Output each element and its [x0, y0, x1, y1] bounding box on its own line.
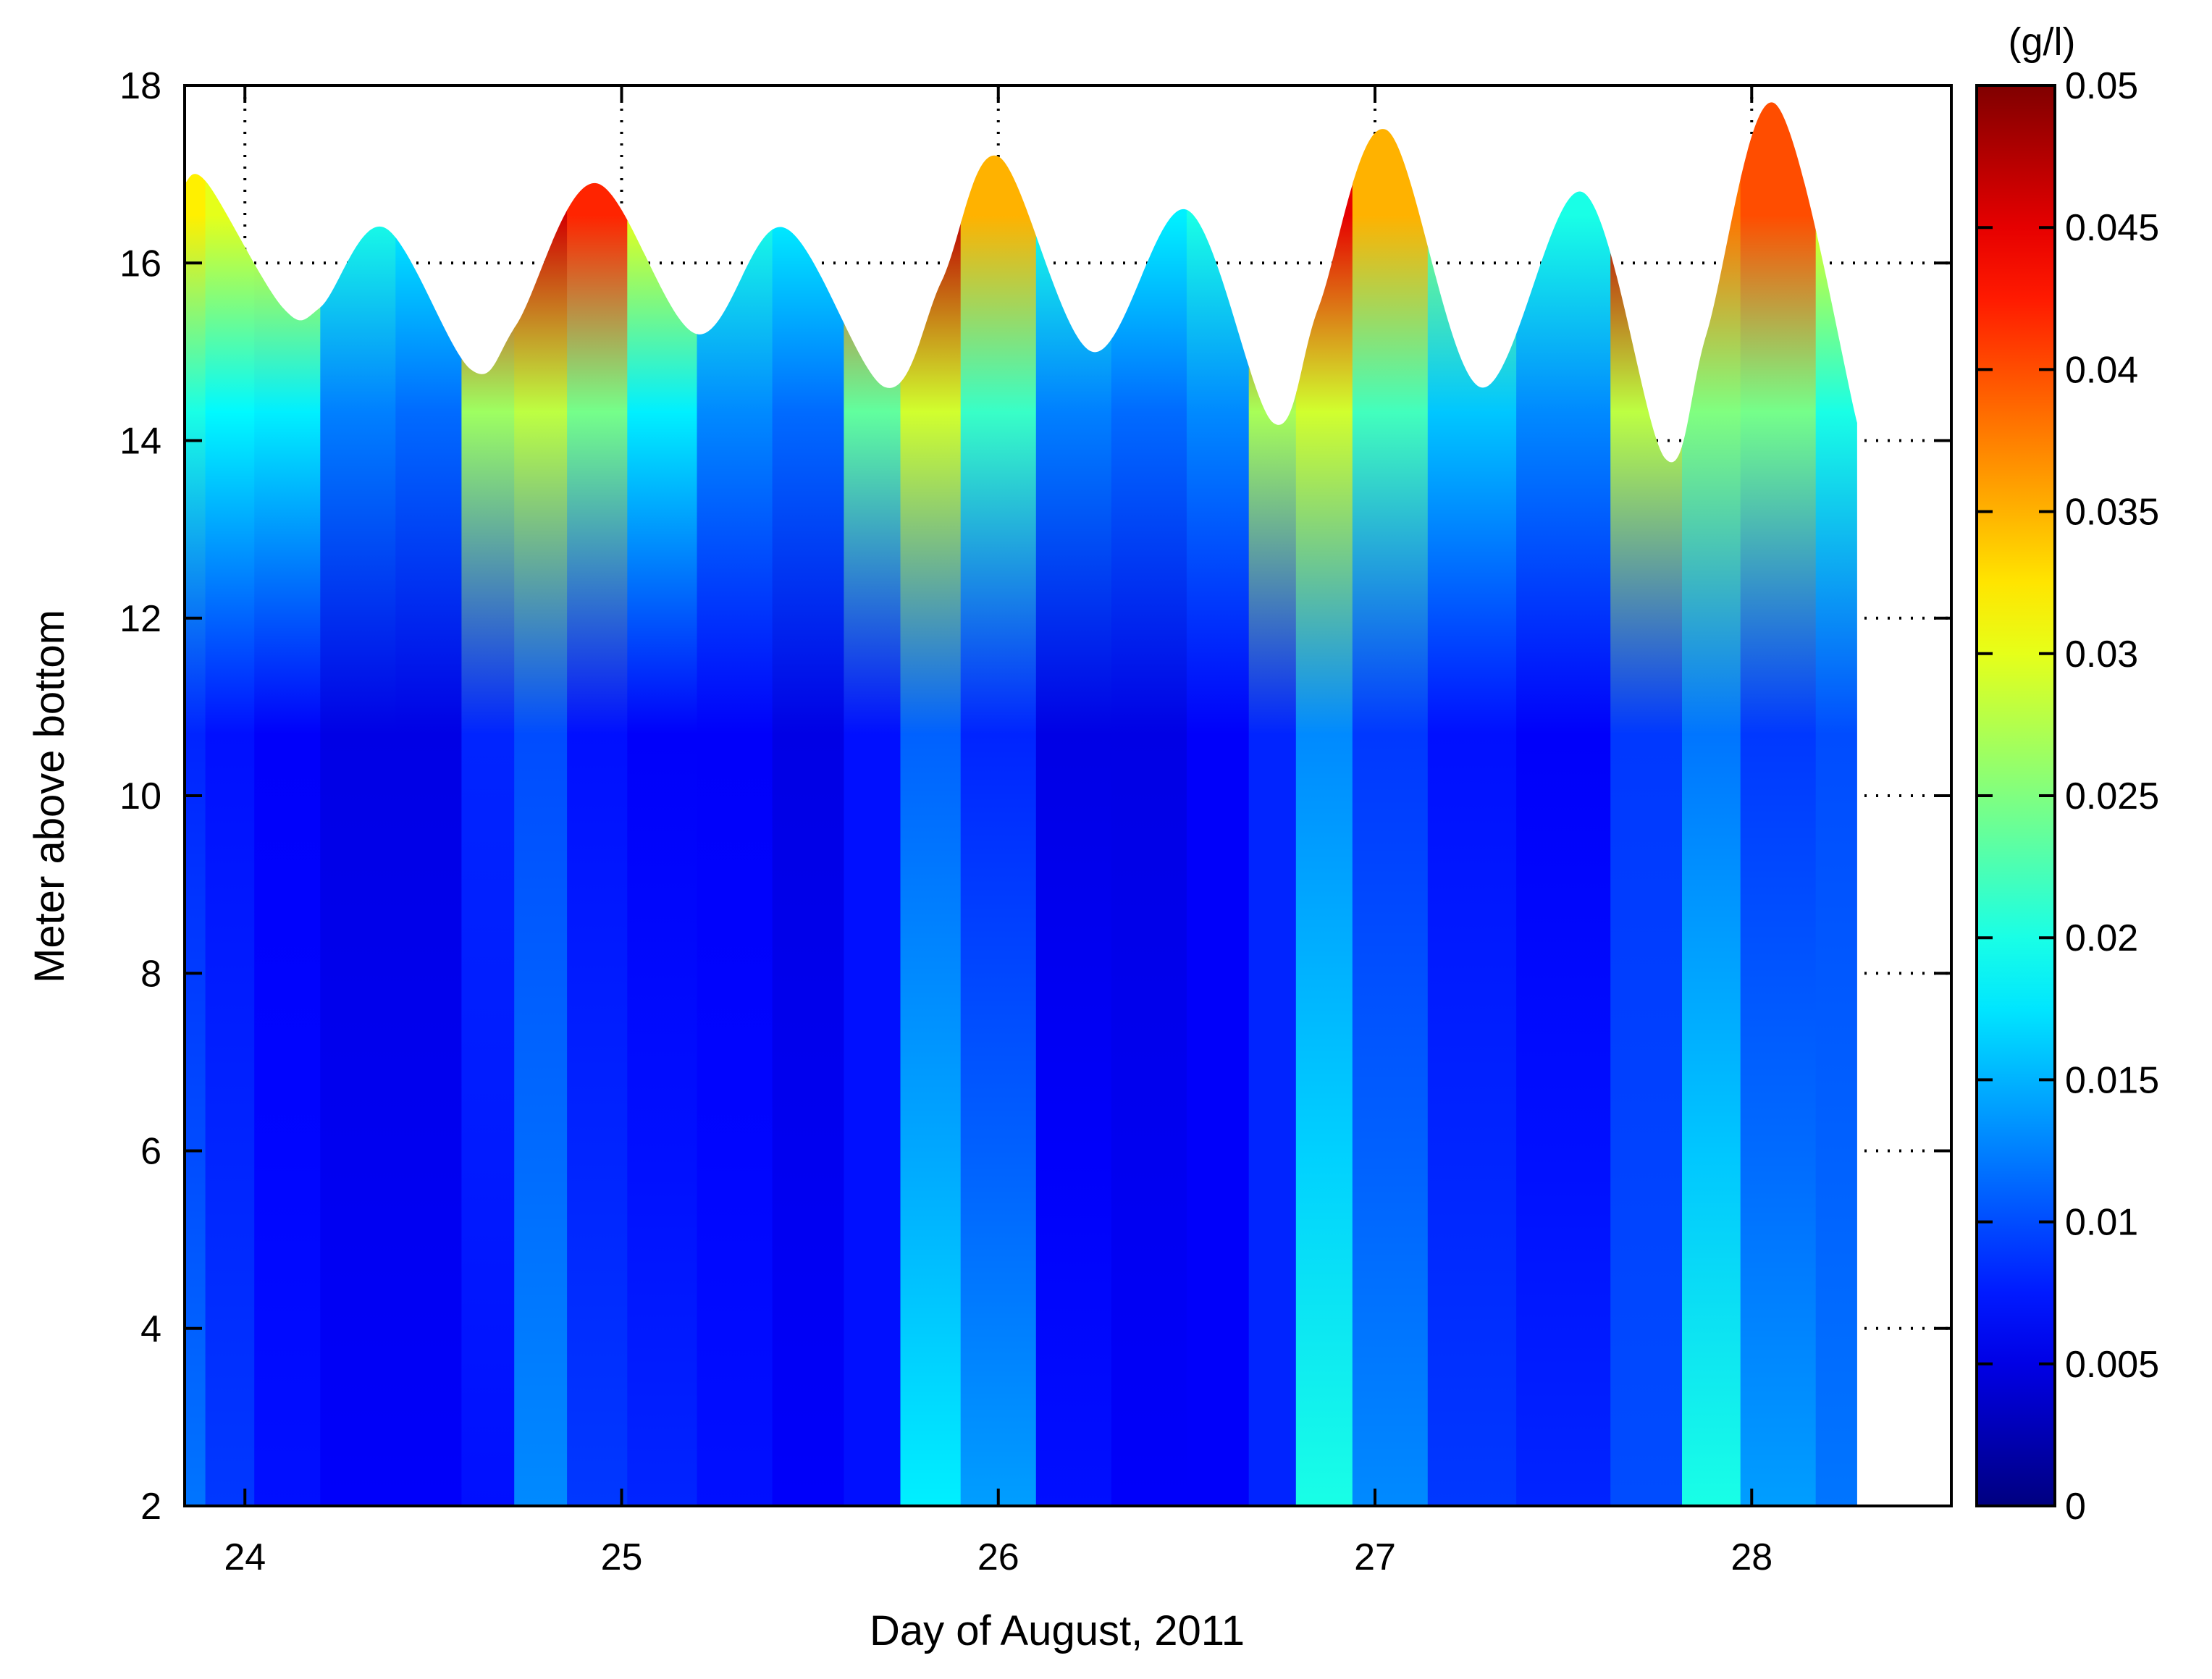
colorbar-tick-label: 0.04 [2065, 349, 2138, 391]
heat-column [697, 102, 774, 1506]
y-tick-label: 4 [140, 1308, 161, 1350]
y-tick-label: 16 [119, 243, 161, 285]
heat-column [254, 102, 321, 1506]
heat-column [1740, 102, 1817, 1506]
colorbar-tick-label: 0.02 [2065, 917, 2138, 959]
x-tick-label: 24 [224, 1536, 266, 1578]
x-axis: 24 25 26 27 28 [224, 85, 1772, 1578]
colorbar-tick-label: 0.025 [2065, 775, 2159, 817]
colorbar-tick-label: 0.03 [2065, 634, 2138, 676]
y-tick-label: 14 [119, 421, 161, 463]
y-axis: 2 4 6 8 10 12 14 16 18 [119, 65, 1951, 1528]
heat-column [205, 102, 256, 1506]
heat-column [1516, 102, 1612, 1506]
heat-column [960, 102, 1038, 1506]
heat-field [185, 102, 1857, 1506]
y-tick-label: 12 [119, 598, 161, 640]
heat-column [1111, 102, 1188, 1506]
colorbar-tick-label: 0.01 [2065, 1202, 2138, 1244]
x-tick-label: 25 [601, 1536, 643, 1578]
colorbar-tick-label: 0.015 [2065, 1059, 2159, 1101]
heat-column [185, 102, 207, 1506]
colorbar-tick-label: 0.05 [2065, 65, 2138, 107]
heat-column [772, 102, 845, 1506]
x-axis-label: Day of August, 2011 [870, 1607, 1245, 1654]
heat-column [514, 102, 568, 1506]
colorbar-unit-label: (g/l) [2009, 20, 2076, 64]
colorbar: 0 0.005 0.01 0.015 0.02 0.025 0.03 0.035 0.04 0.0… [1975, 20, 2159, 1528]
heat-column [1186, 102, 1250, 1506]
y-axis-label: Meter above bottom [26, 610, 73, 983]
heat-column [320, 102, 397, 1506]
y-tick-label: 10 [119, 775, 161, 817]
colorbar-tick-label: 0.005 [2065, 1344, 2159, 1386]
x-tick-label: 28 [1731, 1536, 1772, 1578]
y-tick-label: 8 [140, 953, 161, 995]
y-tick-label: 6 [140, 1131, 161, 1173]
colorbar-tick-label: 0.035 [2065, 492, 2159, 534]
heat-column [627, 102, 698, 1506]
x-tick-label: 26 [977, 1536, 1019, 1578]
colorbar-ticks: 0 0.005 0.01 0.015 0.02 0.025 0.03 0.035 0.04 0.0… [1977, 65, 2159, 1528]
heat-column [1352, 102, 1429, 1506]
colorbar-tick-label: 0 [2065, 1486, 2086, 1528]
heat-column [567, 102, 628, 1506]
y-tick-label: 18 [119, 65, 161, 107]
y-tick-label: 2 [140, 1486, 161, 1528]
x-tick-label: 27 [1354, 1536, 1396, 1578]
colorbar-tick-label: 0.045 [2065, 207, 2159, 249]
